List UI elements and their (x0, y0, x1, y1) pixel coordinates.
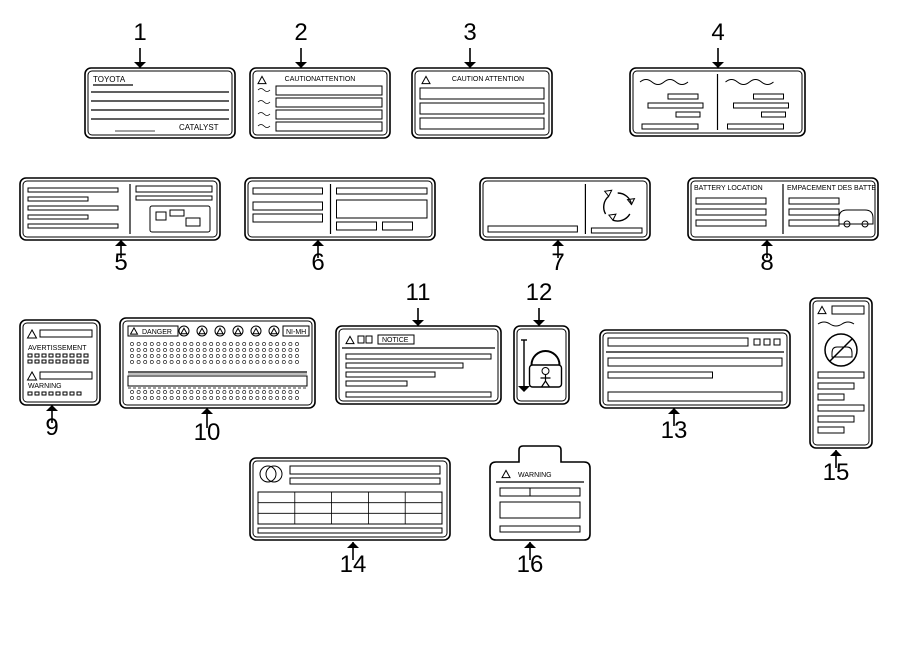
callout-9: 9 (45, 405, 58, 441)
label-6 (245, 178, 435, 240)
svg-text:EMPACEMENT DES BATTE: EMPACEMENT DES BATTE (787, 185, 876, 192)
label-14 (250, 458, 450, 540)
label-2: CAUTIONATTENTION (250, 68, 390, 138)
label-12 (514, 326, 569, 404)
label-11: NOTICE (336, 326, 501, 404)
svg-text:CAUTION ATTENTION: CAUTION ATTENTION (452, 76, 524, 83)
svg-text:NOTICE: NOTICE (382, 337, 409, 344)
svg-text:WARNING: WARNING (28, 383, 62, 390)
svg-text:WARNING: WARNING (518, 472, 552, 479)
label-3: CAUTION ATTENTION (412, 68, 552, 138)
label-1: TOYOTA CATALYST (85, 68, 235, 138)
label-5 (20, 178, 220, 240)
svg-text:AVERTISSEMENT: AVERTISSEMENT (28, 345, 87, 352)
callout-14: 14 (340, 542, 367, 578)
callout-10: 10 (194, 408, 221, 446)
svg-text:CATALYST: CATALYST (179, 123, 219, 132)
svg-text:2: 2 (294, 19, 307, 46)
callout-5: 5 (114, 240, 127, 276)
label-8: BATTERY LOCATION EMPACEMENT DES BATTE (688, 178, 878, 240)
callout-12: 12 (526, 279, 553, 326)
svg-text:4: 4 (711, 19, 724, 46)
callout-2: 2 (294, 19, 307, 68)
svg-text:CAUTIONATTENTION: CAUTIONATTENTION (285, 76, 356, 83)
svg-text:BATTERY LOCATION: BATTERY LOCATION (694, 185, 763, 192)
label-15 (810, 298, 872, 448)
callout-15: 15 (823, 450, 850, 486)
callout-13: 13 (661, 408, 688, 444)
svg-text:12: 12 (526, 279, 553, 306)
svg-text:1: 1 (133, 19, 146, 46)
callout-16: 16 (517, 542, 544, 578)
svg-text:TOYOTA: TOYOTA (93, 75, 126, 84)
diagram-canvas: TOYOTA CATALYST CAUTIONATTENTION CAUTION AT… (0, 0, 900, 661)
label-7 (480, 178, 650, 240)
svg-text:11: 11 (406, 279, 431, 306)
label-9: AVERTISSEMENT WARNING (20, 320, 100, 405)
callout-4: 4 (711, 19, 724, 68)
label-13 (600, 330, 790, 408)
label-4 (630, 68, 805, 136)
label-16: WARNING (490, 446, 590, 540)
callout-11: 11 (406, 279, 431, 326)
svg-text:3: 3 (463, 19, 476, 46)
callout-1: 1 (133, 19, 146, 68)
callout-7: 7 (551, 240, 564, 276)
label-10: DANGER NI-MH (120, 318, 315, 408)
callout-3: 3 (463, 19, 476, 68)
svg-text:DANGER: DANGER (142, 329, 172, 336)
callout-8: 8 (760, 240, 773, 276)
callout-6: 6 (311, 240, 324, 276)
svg-text:NI-MH: NI-MH (286, 329, 306, 336)
